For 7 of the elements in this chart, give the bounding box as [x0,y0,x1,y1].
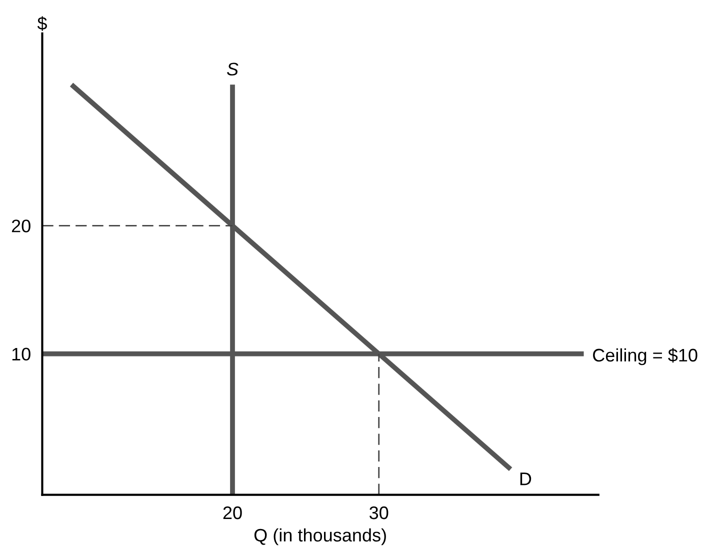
x-tick-label: 30 [370,506,388,520]
series-label: D [520,472,532,486]
series-label: S [226,62,238,76]
y-axis-title: $ [37,16,47,31]
y-tick-label: 10 [12,348,30,361]
x-axis-title: Q (in thousands) [254,528,386,546]
series-label: Ceiling = $10 [593,348,698,366]
